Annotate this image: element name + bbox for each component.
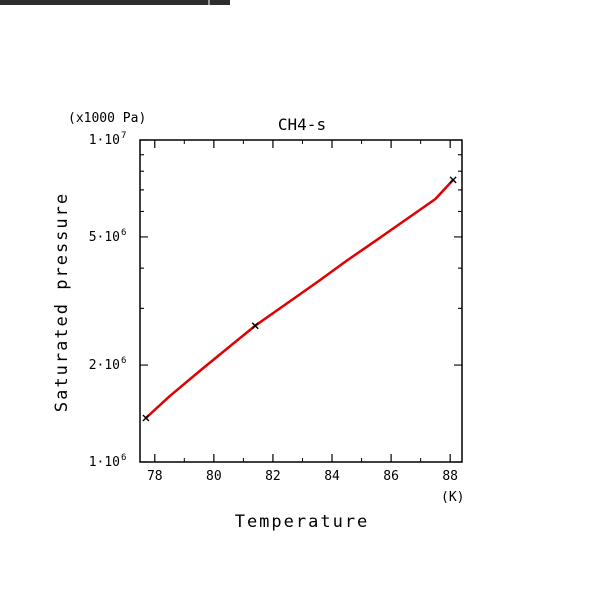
tick-labels: 78 80 82 84 86 881·10 62·10 65·10 61·10 7 [89, 131, 458, 484]
x-axis-label: Temperature [235, 512, 370, 532]
series-layer [145, 179, 455, 419]
y-tick-label: 5·10 [89, 230, 120, 245]
y-unit-label: (x1000 Pa) [68, 111, 146, 126]
x-tick-label: 78 [147, 469, 163, 484]
y-tick-exponent: 6 [121, 228, 126, 238]
series-line [145, 179, 455, 419]
marker-stroke [142, 414, 150, 422]
window-strip-divider [208, 0, 210, 5]
marker-layer [142, 176, 457, 422]
data-marker [142, 414, 150, 422]
x-tick-label: 80 [206, 469, 222, 484]
y-tick-label: 1·10 [89, 133, 120, 148]
y-tick-label: 1·10 [89, 455, 120, 470]
x-tick-label: 88 [442, 469, 458, 484]
y-tick-label: 2·10 [89, 358, 120, 373]
axis-ticks [140, 139, 462, 463]
marker-stroke [251, 322, 259, 330]
x-unit-label: (K) [441, 490, 464, 505]
marker-stroke [449, 176, 457, 184]
data-marker [449, 176, 457, 184]
data-marker [251, 322, 259, 330]
plot-frame [139, 139, 463, 463]
window-strip [0, 0, 230, 5]
x-tick-label: 82 [265, 469, 281, 484]
y-tick-exponent: 7 [121, 131, 126, 141]
y-axis-label: Saturated pressure [52, 192, 72, 412]
chart-title: CH4-s [278, 115, 326, 134]
y-tick-exponent: 6 [121, 356, 126, 366]
x-tick-label: 84 [324, 469, 340, 484]
y-tick-exponent: 6 [121, 453, 126, 463]
x-tick-label: 86 [383, 469, 399, 484]
